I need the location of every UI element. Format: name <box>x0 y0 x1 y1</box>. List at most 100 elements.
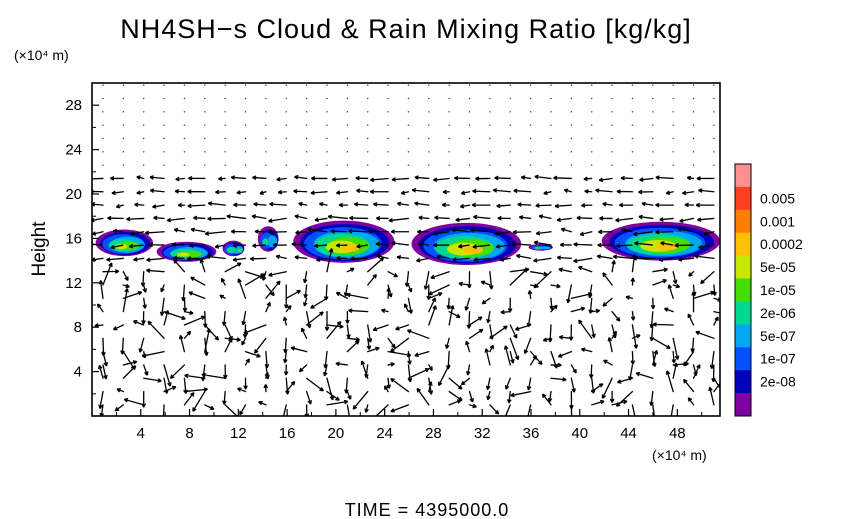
wind-arrow <box>467 271 472 289</box>
wind-arrow <box>263 384 269 392</box>
wind-arrow <box>283 285 289 309</box>
wind-arrow <box>258 400 267 406</box>
wind-arrow <box>465 364 471 376</box>
wind-arrow <box>364 364 369 379</box>
grid-dot <box>346 97 349 100</box>
grid-dot <box>305 84 308 86</box>
grid-dot <box>244 164 247 166</box>
wind-arrow <box>416 257 429 263</box>
wind-arrow <box>190 276 206 286</box>
grid-dot <box>265 151 267 153</box>
wind-arrow <box>630 351 636 365</box>
wind-arrow <box>517 202 531 207</box>
wind-arrow <box>390 337 409 353</box>
grid-dot <box>509 151 511 153</box>
wind-arrow <box>226 214 246 220</box>
x-axis-unit: (×10⁴ m) <box>652 447 707 463</box>
wind-arrow <box>595 188 613 193</box>
grid-dot <box>305 137 308 140</box>
grid-dot <box>102 151 104 153</box>
cloud-contour <box>226 246 236 254</box>
wind-arrow <box>687 313 695 326</box>
grid-dot <box>346 151 349 153</box>
wind-arrow <box>612 254 633 260</box>
wind-arrow <box>480 280 491 286</box>
wind-arrow <box>136 190 144 195</box>
grid-dot <box>367 97 369 100</box>
grid-dot <box>305 151 308 153</box>
wind-arrow <box>500 309 511 315</box>
wind-arrow <box>323 284 329 301</box>
wind-arrow <box>577 265 592 273</box>
wind-arrow <box>282 404 287 416</box>
wind-arrow <box>318 201 328 207</box>
wind-arrow <box>549 298 554 310</box>
wind-arrow <box>698 244 715 250</box>
wind-arrow <box>140 271 146 287</box>
wind-arrow <box>527 290 533 299</box>
grid-dot <box>570 97 573 100</box>
grid-dot <box>102 137 104 140</box>
wind-arrow <box>294 214 307 220</box>
grid-dot <box>550 137 552 140</box>
grid-dot <box>265 84 267 86</box>
wind-arrow <box>386 378 392 389</box>
wind-arrow <box>335 243 348 248</box>
grid-dot <box>387 97 389 100</box>
wind-arrow <box>569 391 574 410</box>
wind-arrow <box>123 291 143 299</box>
grid-dot <box>468 151 471 153</box>
wind-arrow <box>414 350 429 358</box>
grid-dot <box>285 164 287 166</box>
wind-arrow <box>497 215 511 221</box>
wind-arrow <box>285 289 301 299</box>
wind-arrow <box>692 364 701 379</box>
wind-arrow <box>163 311 186 320</box>
grid-dot <box>448 151 450 153</box>
wind-arrow <box>550 351 558 369</box>
grid-dot <box>713 97 715 100</box>
wind-arrow <box>665 370 674 392</box>
colorbar-swatch <box>735 255 751 280</box>
wind-arrow <box>660 241 674 246</box>
grid-dot <box>122 84 125 86</box>
wind-arrow <box>509 324 518 339</box>
wind-arrow <box>142 298 148 309</box>
grid-dot <box>285 97 287 100</box>
wind-arrow <box>602 297 613 307</box>
wind-arrow <box>632 256 653 261</box>
grid-dot <box>407 137 410 140</box>
wind-arrow <box>448 391 463 402</box>
wind-arrow <box>407 298 413 314</box>
wind-arrow <box>99 404 105 416</box>
wind-arrow <box>323 351 328 369</box>
y-tick-label: 28 <box>65 97 82 114</box>
grid-dot <box>509 97 511 100</box>
wind-arrow <box>259 190 267 195</box>
grid-dot <box>305 97 308 100</box>
wind-arrow <box>533 271 552 289</box>
wind-arrow <box>163 364 172 387</box>
wind-arrow <box>253 202 266 207</box>
wind-arrow <box>698 188 714 193</box>
cloud-contour <box>539 246 551 250</box>
y-tick-label: 20 <box>65 186 82 203</box>
wind-arrow <box>568 324 574 341</box>
grid-dot <box>489 164 491 166</box>
grid-dot <box>428 164 430 166</box>
wind-arrow <box>244 358 250 366</box>
grid-dot <box>265 164 267 166</box>
wind-arrow <box>587 284 593 299</box>
wind-arrow <box>142 284 148 293</box>
cloud-contour <box>462 246 484 254</box>
grid-dot <box>122 151 125 153</box>
wind-arrow <box>677 257 694 262</box>
wind-arrow <box>469 328 484 339</box>
wind-arrow <box>563 188 572 193</box>
wind-arrow <box>300 327 308 339</box>
wind-arrow <box>591 324 596 339</box>
wind-arrow <box>583 176 592 182</box>
grid-dot <box>305 124 308 126</box>
grid-dot <box>102 164 104 166</box>
wind-arrow <box>336 190 348 195</box>
